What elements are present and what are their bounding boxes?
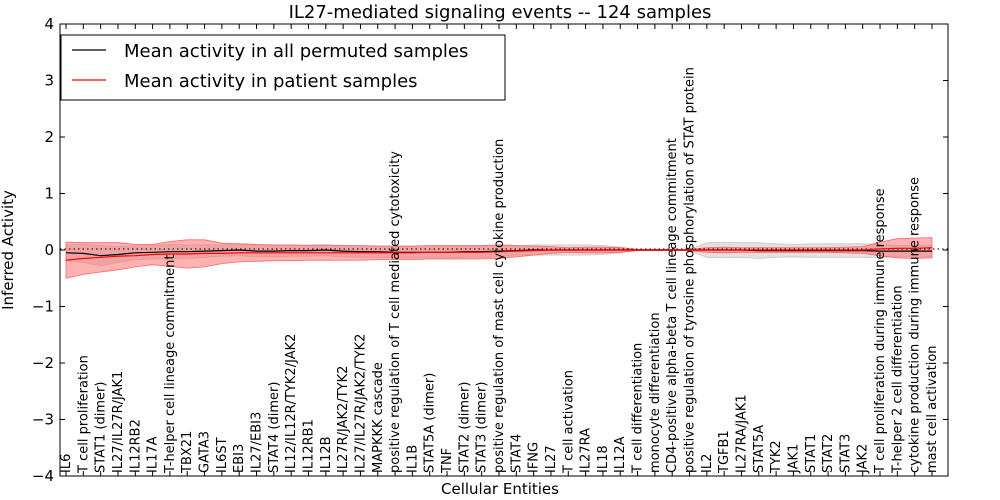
y-tick-label: 4 <box>44 15 54 33</box>
x-tick-label: monocyte differentiation <box>648 312 663 473</box>
x-tick-label: IFNG <box>527 442 542 473</box>
x-tick-label: IL18 <box>596 445 611 473</box>
x-tick-label: TNF <box>440 448 455 474</box>
x-tick-label: T-helper cell lineage commitment <box>163 255 178 474</box>
legend-label-permuted: Mean activity in all permuted samples <box>124 41 468 62</box>
x-tick-label: cytokine production during immune respon… <box>908 177 923 473</box>
x-axis-label: Cellular Entities <box>441 480 559 498</box>
x-tick-label: T cell activation <box>561 370 576 474</box>
x-tick-label: T-helper 2 cell differentiation <box>890 285 905 474</box>
x-tick-label: IL17A <box>146 436 161 473</box>
x-tick-label: STAT2 (dimer) <box>457 382 472 473</box>
x-tick-label: IL6ST <box>215 437 230 473</box>
x-tick-label: T cell proliferation during immune respo… <box>873 188 888 474</box>
y-tick-label: −2 <box>32 354 54 372</box>
x-tick-label: IL12RB2 <box>128 419 143 473</box>
x-tick-label: IL27/EBI3 <box>250 412 265 473</box>
x-tick-label: mast cell activation <box>925 345 940 473</box>
x-tick-label: IL12A <box>613 436 628 473</box>
x-tick-label: IL12/IL12R/TYK2/JAK2 <box>284 334 299 473</box>
x-tick-label: EBI3 <box>232 444 247 473</box>
y-tick-label: 0 <box>44 241 54 259</box>
chart-title: IL27-mediated signaling events -- 124 sa… <box>289 2 712 23</box>
x-tick-label: TGFB1 <box>717 430 732 474</box>
x-tick-label: IL12RB1 <box>302 419 317 473</box>
x-tick-label: STAT3 <box>838 434 853 473</box>
legend-label-patient: Mean activity in patient samples <box>124 71 418 92</box>
x-tick-label: IL12B <box>319 436 334 473</box>
x-tick-label: IL1B <box>405 445 420 473</box>
y-tick-label: −1 <box>32 298 54 316</box>
x-tick-label: positive regulation of mast cell cytokin… <box>492 139 507 473</box>
x-tick-label: IL27/IL27R/JAK2/TYK2 <box>353 334 368 473</box>
x-tick-label: JAK1 <box>786 444 801 474</box>
y-tick-label: 3 <box>44 72 54 90</box>
y-tick-label: −3 <box>32 411 54 429</box>
y-axis: 4 3 2 1 0 −1 −2 −3 −4 <box>32 15 948 485</box>
x-tick-label: STAT1 <box>804 434 819 473</box>
x-tick-label: STAT4 <box>509 434 524 473</box>
x-tick-label: positive regulation of T cell mediated c… <box>388 151 403 473</box>
x-tick-label: TBX21 <box>180 431 195 474</box>
x-tick-label: IL27R/JAK2/TYK2 <box>336 366 351 473</box>
x-tick-label: T cell proliferation <box>76 355 91 474</box>
x-tick-label: STAT2 <box>821 434 836 473</box>
x-tick-label: T cell differentiation <box>631 343 646 474</box>
x-tick-label: STAT4 (dimer) <box>267 382 282 473</box>
x-tick-label: IL6 <box>59 454 74 473</box>
x-tick-label: STAT3 (dimer) <box>475 382 490 473</box>
plot-area <box>59 23 949 477</box>
x-tick-label: JAK2 <box>856 444 871 474</box>
series-lines-layer <box>65 247 933 261</box>
x-tick-label: IL27RA/JAK1 <box>735 394 750 473</box>
x-tick-label: MAPKKK cascade <box>371 362 386 473</box>
y-tick-label: 1 <box>44 185 54 203</box>
x-tick-label: CD4-positive alpha-beta T cell lineage c… <box>665 138 680 473</box>
x-tick-label: STAT5A <box>752 425 767 473</box>
legend: Mean activity in all permuted samples Me… <box>60 34 506 101</box>
x-tick-label: STAT1 (dimer) <box>94 382 109 473</box>
x-tick-label: IL27/IL27R/JAK1 <box>111 371 126 473</box>
legend-box <box>60 34 506 101</box>
x-tick-label: GATA3 <box>198 431 213 473</box>
x-tick-label: TYK2 <box>769 440 784 474</box>
y-tick-label: −4 <box>32 467 54 485</box>
y-tick-label: 2 <box>44 128 54 146</box>
x-tick-label: IL27RA <box>579 428 594 473</box>
bands-layer <box>65 237 933 279</box>
x-tick-label: positive regulation of tyrosine phosphor… <box>683 67 698 473</box>
x-tick-label: STAT5A (dimer) <box>423 373 438 473</box>
confidence-band-patient <box>65 237 933 279</box>
x-tick-label: IL27 <box>544 445 559 473</box>
x-axis: IL6 T cell proliferation STAT1 (dimer) IL27… <box>59 24 940 476</box>
x-tick-label: IL2 <box>700 454 715 473</box>
y-axis-label: Inferred Activity <box>0 190 17 310</box>
